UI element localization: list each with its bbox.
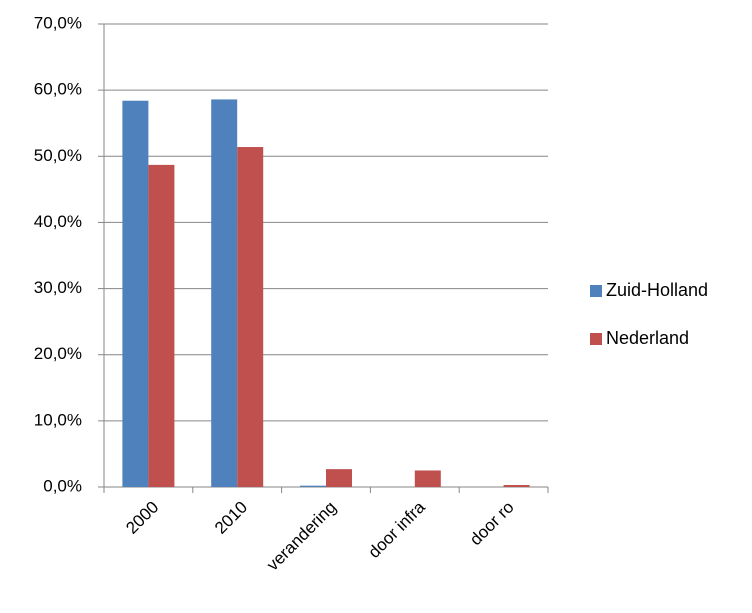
x-tick-label: door infra	[365, 497, 430, 562]
y-tick-label: 20,0%	[34, 344, 82, 363]
y-tick-label: 60,0%	[34, 80, 82, 99]
x-tick-label: 2000	[122, 498, 162, 538]
legend-label: Zuid-Holland	[606, 280, 708, 300]
y-tick-label: 70,0%	[34, 13, 82, 32]
bar	[326, 469, 352, 487]
y-tick-label: 10,0%	[34, 410, 82, 429]
bar	[211, 99, 238, 487]
bar	[414, 470, 441, 487]
bar	[122, 100, 149, 488]
legend-swatch	[590, 333, 602, 345]
y-tick-label: 30,0%	[34, 278, 82, 297]
y-tick-label: 0,0%	[43, 476, 82, 495]
x-tick-label: door ro	[466, 498, 518, 550]
bar	[503, 485, 530, 487]
y-tick-label: 40,0%	[34, 212, 82, 231]
bar	[148, 164, 175, 488]
y-tick-label: 50,0%	[34, 146, 82, 165]
bar	[237, 147, 264, 488]
legend-label: Nederland	[606, 328, 689, 348]
x-tick-label: 2010	[211, 498, 251, 538]
legend-swatch	[590, 285, 602, 297]
x-tick-label: verandering	[263, 498, 340, 575]
bar	[300, 485, 326, 487]
